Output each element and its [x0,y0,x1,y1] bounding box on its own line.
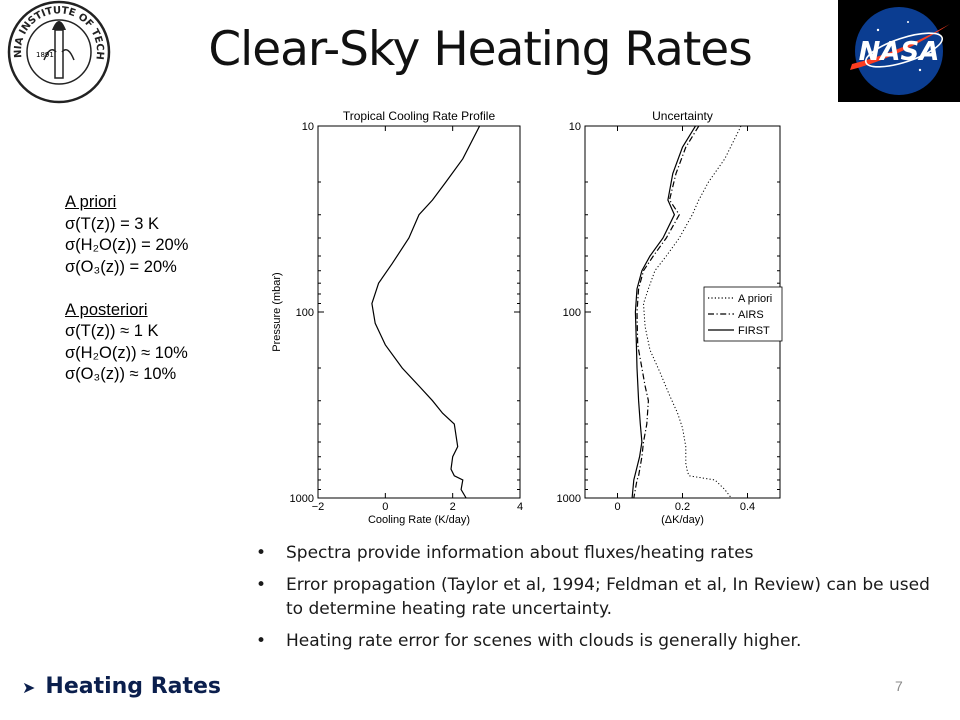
nasa-logo: NASA [838,0,960,102]
series-line-0 [371,125,481,499]
apriori-water-vapor: σ(H₂O(z)) = 20% [65,236,189,254]
bullet-item: Error propagation (Taylor et al, 1994; F… [250,573,950,621]
aposteriori-header: A posteriori [65,300,148,319]
legend-label: FIRST [738,325,770,337]
x-tick-label: 2 [450,501,456,513]
section-label: Heating Rates [45,674,222,699]
page-number: 7 [895,678,903,694]
legend-label: A priori [738,293,772,305]
legend-label: AIRS [738,309,764,321]
apriori-ozone: σ(O₃(z)) = 20% [65,257,177,276]
y-tick-label: 100 [563,307,581,319]
y-tick-label: 1000 [557,493,581,505]
cooling-rate-chart: Tropical Cooling Rate Profile −2 0 2 4 10 100 1… [271,109,523,526]
series-line-a-priori [642,125,742,499]
nasa-wordmark: NASA [859,37,940,67]
x-tick-label: −2 [312,501,325,513]
section-heading: ➤ Heating Rates [22,674,221,699]
y-axis-label: Pressure (mbar) [271,272,283,351]
y-tick-label: 1000 [290,493,314,505]
chart-title: Uncertainty [652,109,713,123]
y-tick-label: 100 [296,307,314,319]
plot-frame [317,125,521,499]
uncertainty-chart: Uncertainty 0 0.2 0.4 10 100 1000 (ΔK/day) A pri… [557,109,783,526]
legend: A priori AIRS FIRST [703,286,783,342]
bullet-list: Spectra provide information about fluxes… [250,541,950,661]
chart-title: Tropical Cooling Rate Profile [343,109,496,123]
apriori-header: A priori [65,193,117,211]
bullet-item: Heating rate error for scenes with cloud… [250,629,950,653]
aposteriori-water-vapor: σ(H₂O(z)) ≈ 10% [65,343,188,362]
x-tick-label: 0 [614,501,620,513]
x-axis-label: (ΔK/day) [661,514,704,526]
x-axis-label: Cooling Rate (K/day) [368,514,470,526]
x-tick-label: 0.4 [740,501,755,513]
caltech-logo: 1891 CALIFORNIA INSTITUTE OF TECHNOLOGY [0,0,118,110]
arrow-right-icon: ➤ [22,678,36,697]
series-line-first [631,125,697,499]
slide-title: Clear-Sky Heating Rates [208,22,752,77]
apriori-temperature: σ(T(z)) = 3 K [65,214,160,233]
caltech-year: 1891 [36,51,54,59]
aposteriori-ozone: σ(O₃(z)) ≈ 10% [65,365,177,383]
x-tick-label: 4 [517,501,523,513]
series-line-airs [633,125,700,499]
y-tick-label: 10 [302,121,314,133]
x-tick-label: 0.2 [675,501,690,513]
uncertainty-block: A priori σ(T(z)) = 3 K σ(H₂O(z)) = 20% σ… [65,192,188,386]
bullet-item: Spectra provide information about fluxes… [250,541,950,565]
x-tick-label: 0 [382,501,388,513]
y-tick-label: 10 [569,121,581,133]
aposteriori-temperature: σ(T(z)) ≈ 1 K [65,322,159,340]
